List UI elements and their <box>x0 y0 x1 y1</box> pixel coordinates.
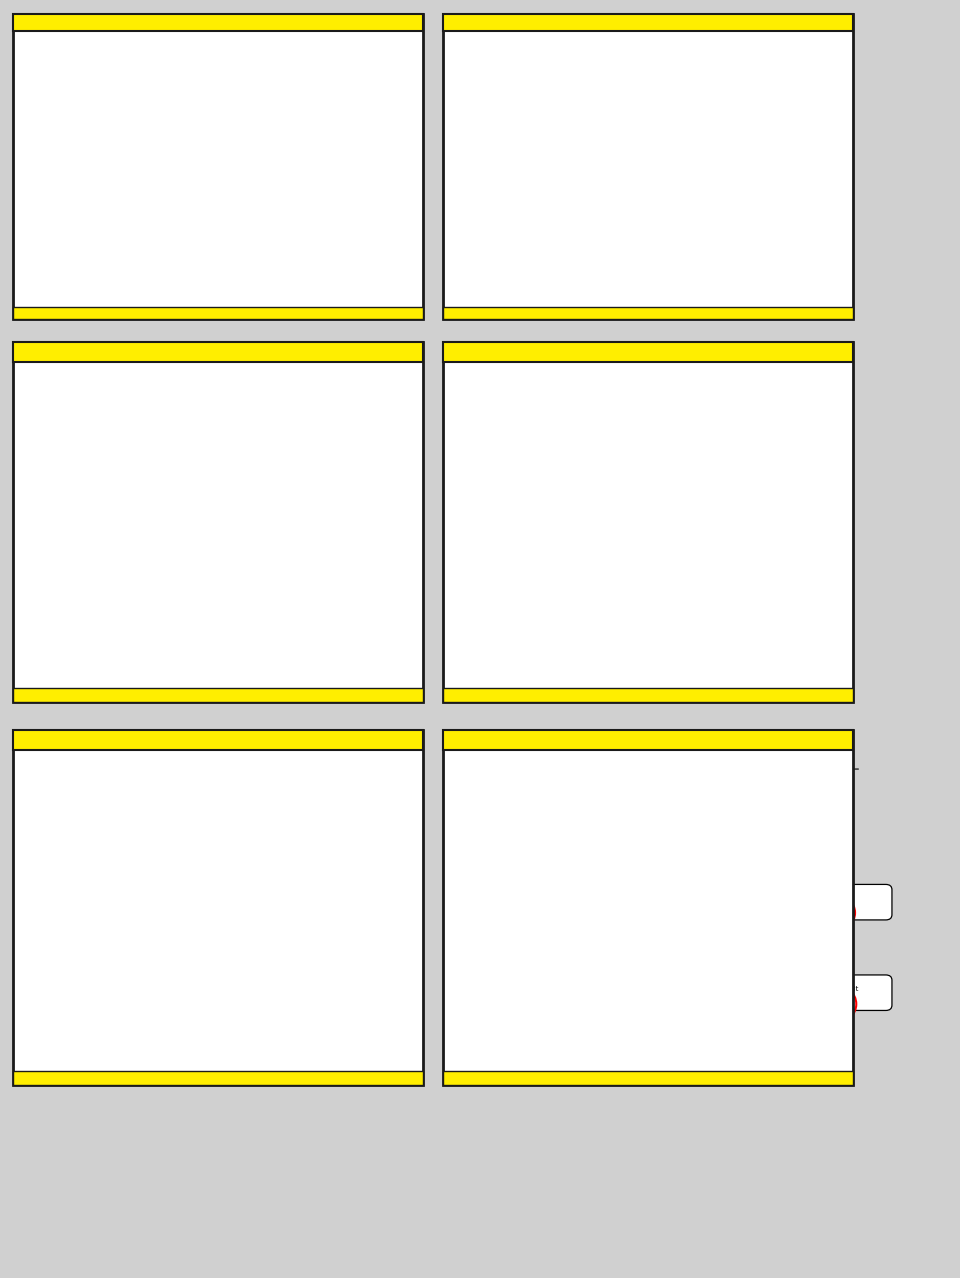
Text: 0.25 coax: 0.25 coax <box>333 781 377 790</box>
Text: Y: Y <box>679 828 684 837</box>
Circle shape <box>63 1019 110 1059</box>
Bar <box>140 943 173 957</box>
Text: Set status attempt
limit exceeded.: Set status attempt limit exceeded. <box>657 987 722 999</box>
Text: Magnus Jonsson, Halmstad University, Sweden: Magnus Jonsson, Halmstad University, Swe… <box>566 299 730 305</box>
Bar <box>177 812 193 824</box>
Text: • Tunn koax passerar nätverkskort via T-stycke:: • Tunn koax passerar nätverkskort via T-… <box>25 744 324 757</box>
Text: – Tvinnad partråd till hub: – Tvinnad partråd till hub <box>476 422 630 436</box>
Text: • 10Base2: max ca 200 meter utan repeater: • 10Base2: max ca 200 meter utan repeate… <box>455 454 729 468</box>
FancyBboxPatch shape <box>613 842 765 877</box>
Text: Wait for a frame to transmit.
Format frame for transmission.: Wait for a frame to transmit. Format fra… <box>635 763 743 776</box>
Text: IEEE 802.3 (≈Ethernet): IEEE 802.3 (≈Ethernet) <box>125 358 311 373</box>
Bar <box>222 943 255 957</box>
Text: Kollisionsfria MAC-protokoll: Kollisionsfria MAC-protokoll <box>540 45 756 60</box>
FancyBboxPatch shape <box>613 749 765 789</box>
Polygon shape <box>628 889 751 915</box>
Text: • Token bus: • Token bus <box>464 190 544 204</box>
Text: N: N <box>758 810 764 819</box>
Text: – Tunn koax: – Tunn koax <box>476 489 547 502</box>
Text: ⇓: ⇓ <box>64 217 78 235</box>
Circle shape <box>132 1019 180 1059</box>
Polygon shape <box>615 979 763 1006</box>
Text: Wait interframe gap time.
Start transmission.: Wait interframe gap time. Start transmis… <box>644 854 734 866</box>
Bar <box>115 812 132 824</box>
Text: Collision
detected?: Collision detected? <box>672 896 707 909</box>
Text: • Fiberoptisk kabel: • Fiberoptisk kabel <box>455 589 570 602</box>
Bar <box>296 943 328 957</box>
Text: Magnus Jonsson, Halmstad University, Sweden: Magnus Jonsson, Halmstad University, Swe… <box>136 299 300 305</box>
Text: • Max 2.5 km och 4 repeaters mellan två noder: • Max 2.5 km och 4 repeaters mellan två … <box>25 612 306 626</box>
Text: MAC (Medium Access Control): MAC (Medium Access Control) <box>98 36 338 50</box>
Text: • 10 Mbit/s: • 10 Mbit/s <box>25 413 90 426</box>
Text: Magnus Jonsson, Halmstad University, Sweden: Magnus Jonsson, Halmstad University, Swe… <box>566 688 730 694</box>
Text: Drop cable
(twisted pairs): Drop cable (twisted pairs) <box>34 961 89 980</box>
Bar <box>390 812 404 824</box>
Text: – Tjock koax: – Tjock koax <box>476 556 551 570</box>
Text: Increment
attempts.: Increment attempts. <box>815 896 851 909</box>
Text: Transceiver: Transceiver <box>61 924 112 933</box>
Text: N: N <box>678 915 684 924</box>
Text: • Manchester: • Manchester <box>25 446 105 459</box>
Text: • 10Base-T: max ca 100 meter utan repeater: • 10Base-T: max ca 100 meter utan repeat… <box>455 387 731 400</box>
Text: Y: Y <box>767 988 772 997</box>
Bar <box>300 812 317 824</box>
Text: Magnus Jonsson, Halmstad University, Sweden: Magnus Jonsson, Halmstad University, Swe… <box>566 1071 730 1077</box>
Text: • Längd på datadel i ram: 512 - 12 144 bitar varav
maximalt 12 000 bitar är data: • Längd på datadel i ram: 512 - 12 144 b… <box>25 479 326 509</box>
Text: Magnus Jonsson, Halmstad University, Sweden: Magnus Jonsson, Halmstad University, Swe… <box>136 1071 300 1077</box>
Text: – För bussnätverk: – För bussnätverk <box>46 98 156 111</box>
Circle shape <box>289 1019 336 1059</box>
Text: • 10Base5: max ca 500 meter utan repeater: • 10Base5: max ca 500 meter utan repeate… <box>455 521 729 534</box>
Text: – En fiber för vardera riktning: – En fiber för vardera riktning <box>476 624 657 636</box>
Text: – CSMA (Carrier Sense Multiple Access): – CSMA (Carrier Sense Multiple Access) <box>46 187 291 199</box>
Circle shape <box>215 1019 262 1059</box>
Bar <box>238 812 255 824</box>
Text: Terminator: Terminator <box>42 781 90 790</box>
Text: Coax connector: Coax connector <box>104 781 174 790</box>
Polygon shape <box>628 801 751 828</box>
Text: N: N <box>678 1006 684 1015</box>
Text: 802.3, 10 Mbit/s: vanliga medier: 802.3, 10 Mbit/s: vanliga medier <box>524 358 772 373</box>
Text: • MAC-protokoll av typen “random access”: • MAC-protokoll av typen “random access” <box>25 66 293 79</box>
Text: ⇓: ⇓ <box>64 158 78 176</box>
Text: – CSMA/CD (CD = Colission Detection): – CSMA/CD (CD = Colission Detection) <box>46 244 286 257</box>
Text: Carrier sense
ON?: Carrier sense ON? <box>666 809 712 822</box>
Text: • Kort kabel mellan nätverkskort och transceiver
som är kopplad till tjock koax:: • Kort kabel mellan nätverkskort och tra… <box>25 861 330 889</box>
Bar <box>70 943 103 957</box>
Ellipse shape <box>38 809 61 828</box>
Text: Abort and wait
backoff time.: Abort and wait backoff time. <box>806 987 858 999</box>
FancyBboxPatch shape <box>605 930 773 966</box>
Text: Complete transmission and
set status transmission done.: Complete transmission and set status tra… <box>637 942 740 955</box>
Text: • Unik adress läggs på nätverkskort vid tillverkning
(48 bitars MAC-adress): • Unik adress läggs på nätverkskort vid … <box>25 546 330 574</box>
Text: • CSMA/CD: • CSMA/CD <box>25 380 91 392</box>
Text: Y: Y <box>758 897 763 906</box>
Text: – Aloha: – Aloha <box>46 128 91 142</box>
Text: • Både sändar- och mottagaradress i ram: • Både sändar- och mottagaradress i ram <box>25 677 272 691</box>
Text: 802.3
(forts.): 802.3 (forts.) <box>471 755 533 796</box>
FancyBboxPatch shape <box>773 975 892 1011</box>
Text: • Token ring: • Token ring <box>464 146 547 160</box>
FancyBboxPatch shape <box>773 884 892 920</box>
Text: • TDMA (Time Division Multiple Access): • TDMA (Time Division Multiple Access) <box>464 100 736 114</box>
Text: Magnus Jonsson, Halmstad University, Sweden: Magnus Jonsson, Halmstad University, Swe… <box>136 688 300 694</box>
Text: • Slot time = 51.2 µs innan krock garanterat upptäckts: • Slot time = 51.2 µs innan krock garant… <box>25 645 352 658</box>
